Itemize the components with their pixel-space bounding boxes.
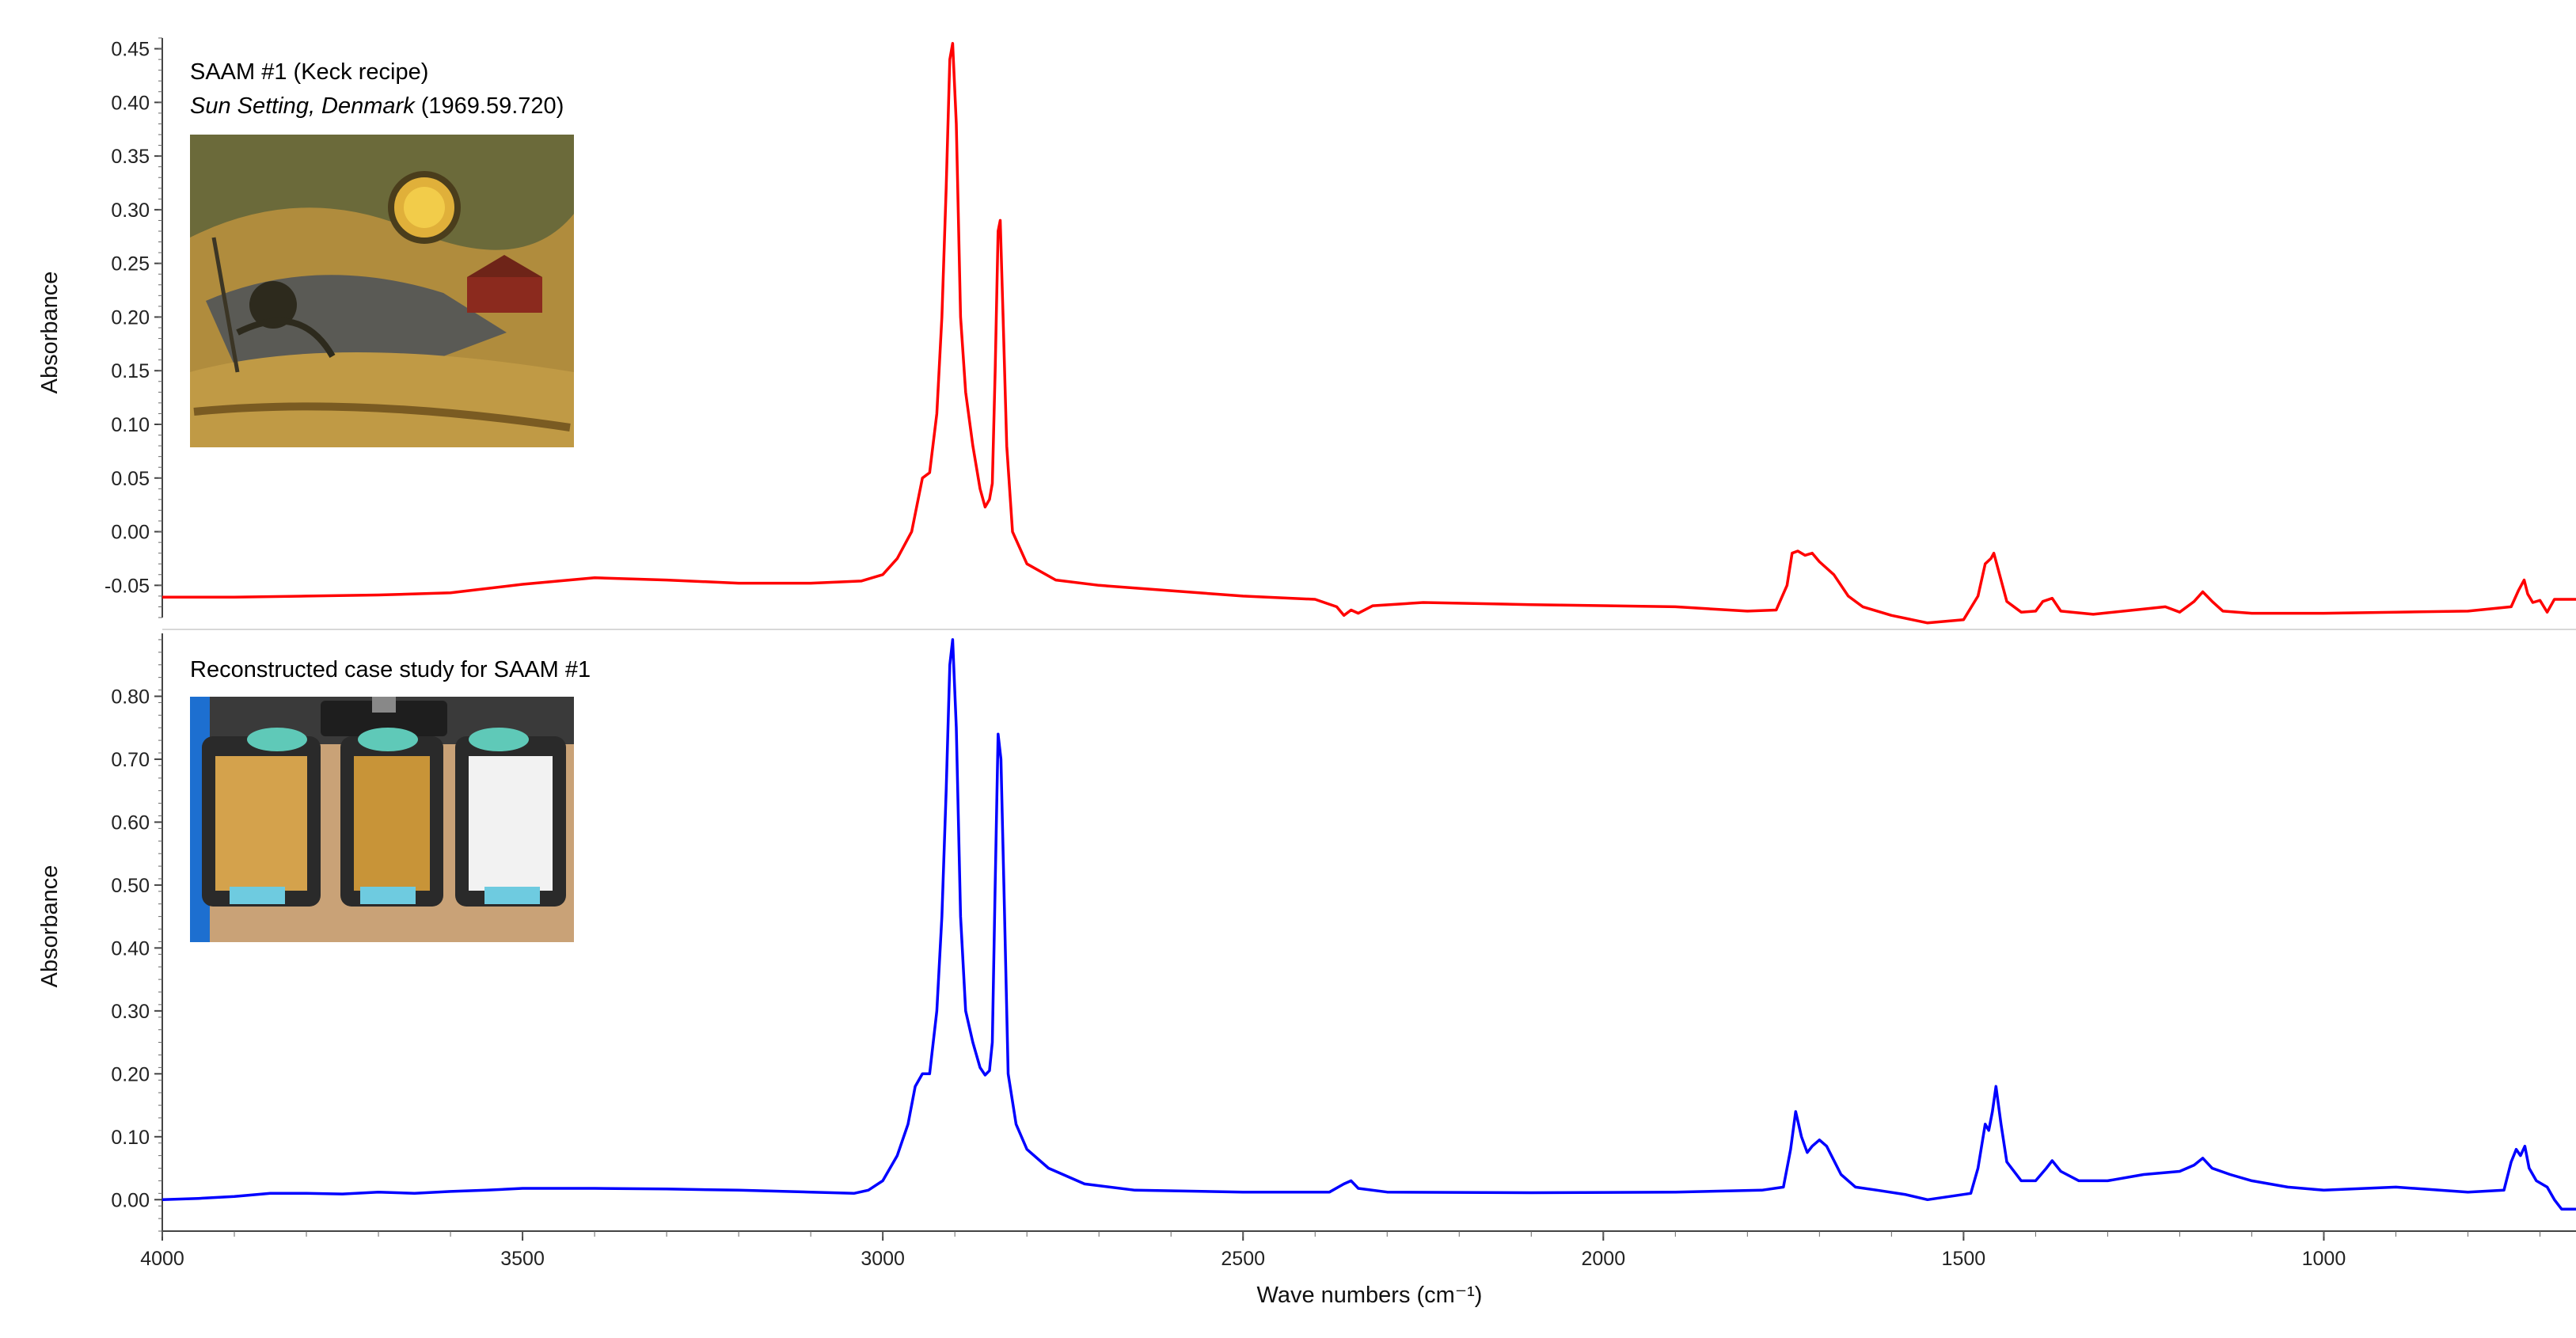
bottom-y-tick-label: 0.60 xyxy=(111,812,150,834)
bottom-y-tick-label: 0.80 xyxy=(111,686,150,708)
top-panel: 0.45 0.40 0.35 0.30 0.25 0.20 0.15 0.10 0.05 0.00… xyxy=(37,37,2576,625)
bottom-panel: 0.80 0.70 0.60 0.50 0.40 0.30 0.20 0.10 0.00 Abs… xyxy=(37,629,2576,1232)
top-y-tick-label: 0.00 xyxy=(111,522,150,544)
x-tick-label: 4000 xyxy=(140,1248,184,1270)
top-panel-title: SAAM #1 (Keck recipe) xyxy=(190,59,428,85)
x-tick-label: 2500 xyxy=(1221,1248,1265,1270)
top-y-tick-label: 0.45 xyxy=(111,39,150,61)
bottom-spectrum-line xyxy=(161,638,2576,1211)
bottom-y-tick-label: 0.70 xyxy=(111,749,150,771)
x-tick-label: 3000 xyxy=(861,1248,905,1270)
top-spectrum-line xyxy=(162,42,2576,625)
top-panel-subtitle: Sun Setting, Denmark (1969.59.720) xyxy=(190,93,564,119)
accession-number: (1969.59.720) xyxy=(415,93,564,119)
top-y-ticks: 0.45 0.40 0.35 0.30 0.25 0.20 0.15 0.10 0.05 0.00… xyxy=(104,37,162,618)
x-tick-label: 1000 xyxy=(2302,1248,2346,1270)
x-axis-title: Wave numbers (cm⁻¹) xyxy=(1257,1283,1483,1308)
bottom-panel-title: Reconstructed case study for SAAM #1 xyxy=(190,657,591,682)
x-ticks: 4000 3500 3000 2500 2000 1500 1000 xyxy=(140,1231,2540,1270)
top-y-tick-label: 0.10 xyxy=(111,414,150,436)
x-tick-label: 3500 xyxy=(500,1248,545,1270)
bottom-y-tick-label: 0.00 xyxy=(111,1189,150,1211)
painting-thumbnail xyxy=(190,135,574,447)
bottom-y-tick-label: 0.30 xyxy=(111,1001,150,1023)
painting-title: Sun Setting, Denmark xyxy=(190,93,416,119)
top-y-tick-label: 0.20 xyxy=(111,306,150,329)
top-y-tick-label: 0.25 xyxy=(111,253,150,276)
top-y-tick-label: 0.15 xyxy=(111,360,150,382)
bottom-y-tick-label: 0.50 xyxy=(111,875,150,897)
top-y-tick-label: 0.35 xyxy=(111,146,150,168)
bottom-y-tick-label: 0.40 xyxy=(111,937,150,960)
top-y-tick-label: 0.30 xyxy=(111,200,150,222)
bottom-y-tick-label: 0.20 xyxy=(111,1063,150,1085)
top-series-layer xyxy=(162,42,2576,625)
top-y-tick-label: 0.05 xyxy=(111,468,150,490)
top-y-tick-label: 0.40 xyxy=(111,92,150,114)
x-tick-label: 1500 xyxy=(1942,1248,1986,1270)
x-tick-label: 2000 xyxy=(1581,1248,1625,1270)
top-y-tick-label: -0.05 xyxy=(104,575,150,597)
bottom-y-ticks: 0.80 0.70 0.60 0.50 0.40 0.30 0.20 0.10 0.00 xyxy=(111,639,162,1232)
bottom-series-layer xyxy=(161,638,2576,1211)
top-y-axis-title: Absorbance xyxy=(37,272,63,394)
bottom-y-tick-label: 0.10 xyxy=(111,1127,150,1149)
sample-trays-photo xyxy=(190,697,574,942)
bottom-y-axis-title: Absorbance xyxy=(37,865,63,988)
